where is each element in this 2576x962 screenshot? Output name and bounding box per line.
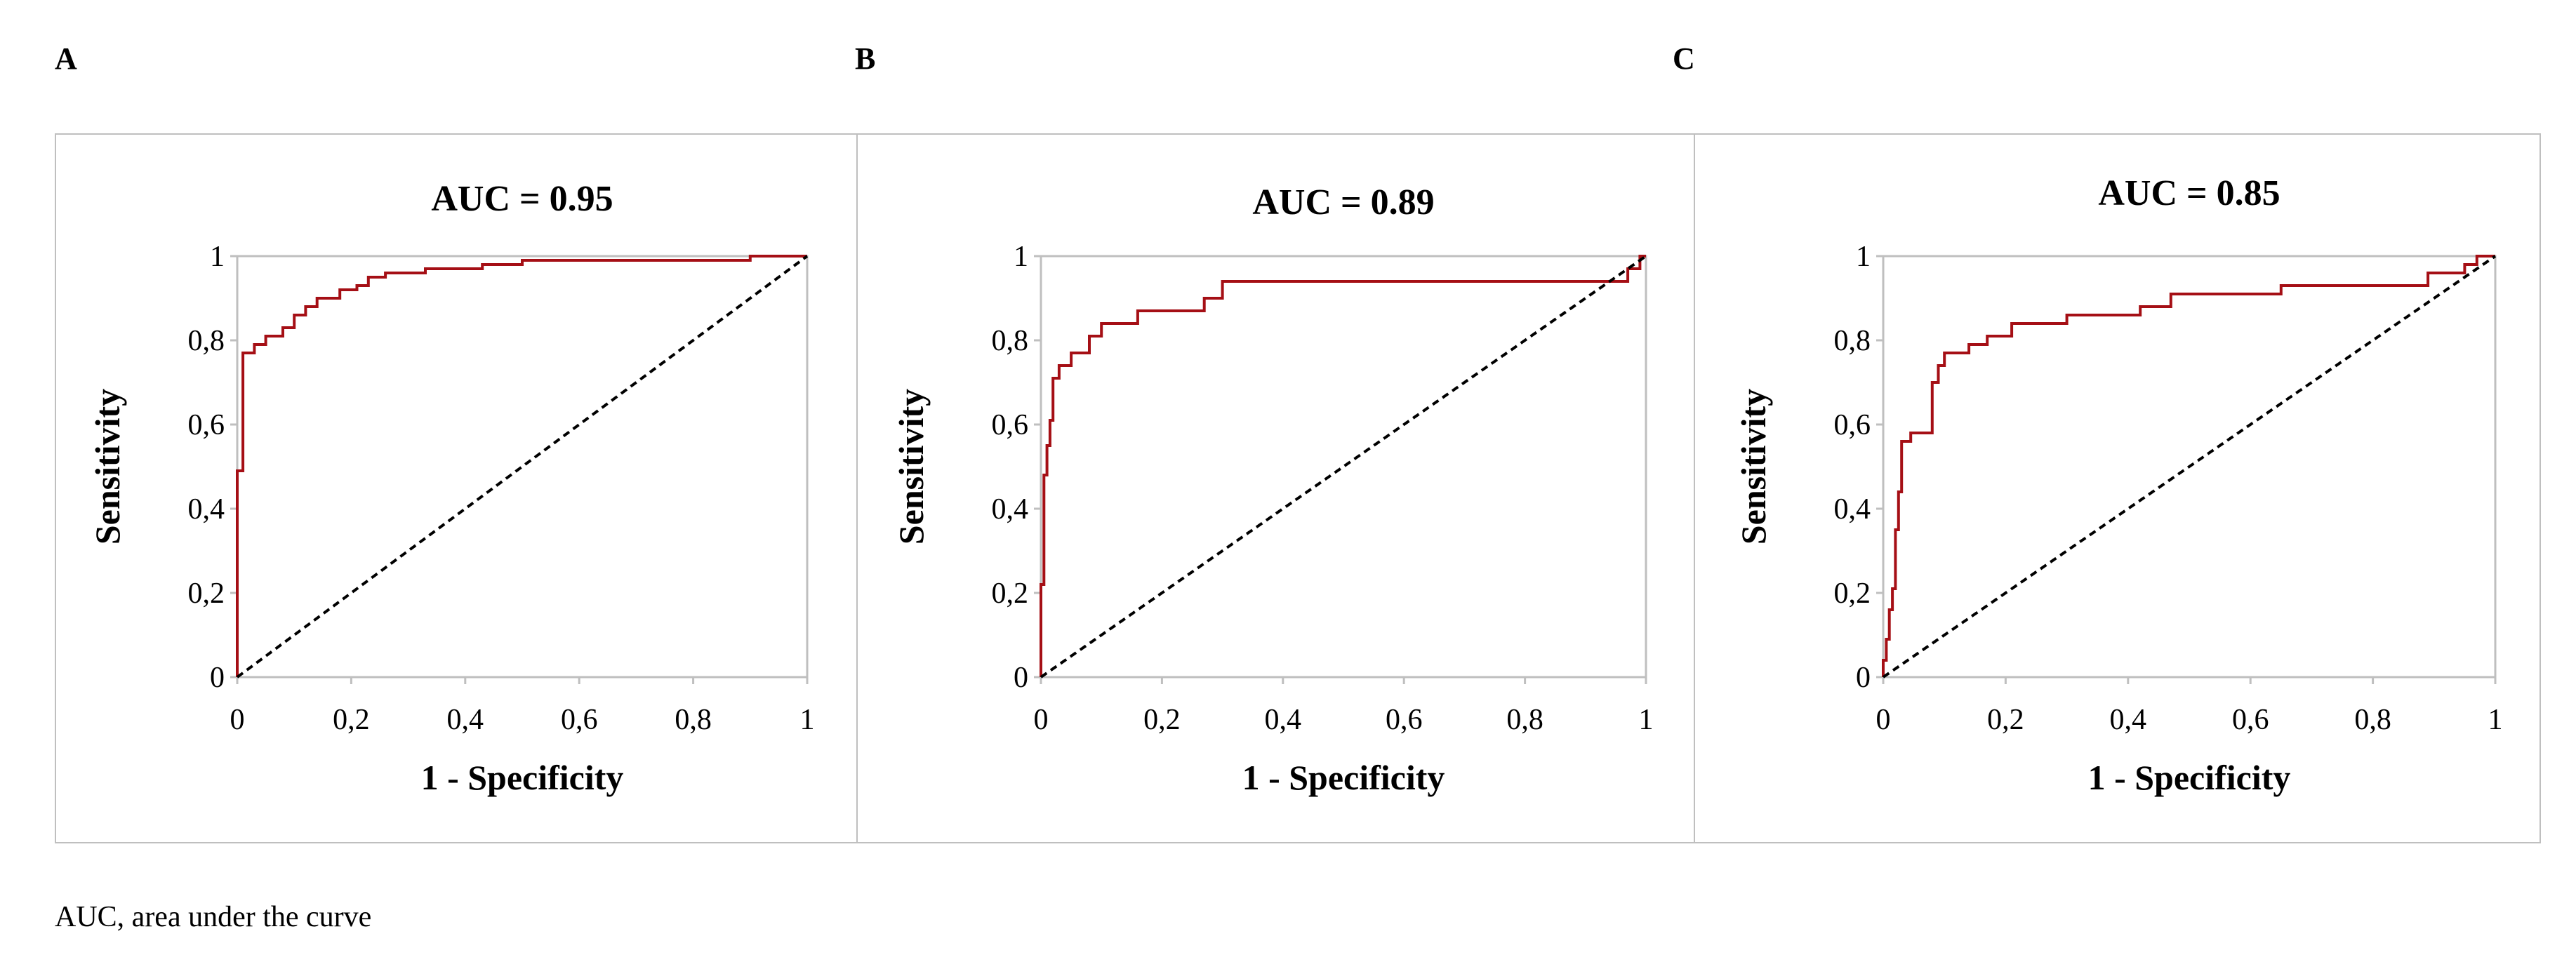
x-tick-label: 0,2 bbox=[333, 704, 370, 736]
x-tick-label: 0,4 bbox=[1265, 704, 1302, 736]
y-tick-label: 0,8 bbox=[992, 325, 1029, 357]
y-tick-label: 0,8 bbox=[188, 325, 225, 357]
y-tick-label: 0,6 bbox=[1834, 409, 1871, 441]
roc-curve-line bbox=[236, 255, 807, 677]
x-tick-label: 0 bbox=[1034, 704, 1049, 736]
roc-chart-a: AUC = 0.95 0 0,2 0,4 0,6 0,8 1 0 0,2 0,4 0,6 0,8 1 1 … bbox=[88, 179, 815, 797]
x-tick-label: 1 bbox=[2488, 704, 2503, 736]
x-tick-label: 0,8 bbox=[1506, 704, 1543, 736]
x-tick-label: 0,8 bbox=[2354, 704, 2391, 736]
plot-area bbox=[1882, 255, 2497, 679]
y-tick-label: 1 bbox=[1014, 241, 1028, 273]
y-tick-label: 0,4 bbox=[992, 493, 1029, 526]
panel-divider bbox=[1694, 135, 1695, 842]
chart-title: AUC = 0.95 bbox=[431, 179, 613, 219]
x-axis-title: 1 - Specificity bbox=[1242, 758, 1445, 797]
x-tick-label: 0,2 bbox=[1143, 704, 1181, 736]
y-axis-title: Sensitivity bbox=[88, 389, 127, 545]
figure-frame bbox=[55, 133, 2541, 843]
x-axis-title: 1 - Specificity bbox=[421, 758, 624, 797]
y-tick-label: 0 bbox=[1014, 662, 1028, 694]
x-tick-label: 0,8 bbox=[675, 704, 712, 736]
x-tick-label: 0,6 bbox=[1386, 704, 1423, 736]
y-tick-label: 0 bbox=[210, 662, 225, 694]
chart-title: AUC = 0.89 bbox=[1252, 182, 1434, 222]
x-tick-label: 0,4 bbox=[447, 704, 484, 736]
y-axis-title: Sensitivity bbox=[891, 389, 931, 545]
y-axis-title: Sensitivity bbox=[1734, 389, 1773, 545]
panel-divider bbox=[856, 135, 858, 842]
x-tick-label: 0,4 bbox=[2110, 704, 2147, 736]
y-tick-label: 0,6 bbox=[992, 409, 1029, 441]
x-axis-title: 1 - Specificity bbox=[2088, 758, 2291, 797]
x-tick-label: 0,2 bbox=[1987, 704, 2024, 736]
x-tick-label: 1 bbox=[800, 704, 815, 736]
reference-diagonal-line bbox=[236, 255, 809, 679]
reference-diagonal-line bbox=[1882, 255, 2497, 679]
x-tick-label: 0,6 bbox=[561, 704, 598, 736]
chart-title: AUC = 0.85 bbox=[2098, 173, 2280, 213]
roc-chart-b: AUC = 0.89 0 0,2 0,4 0,6 0,8 1 0 0,2 0,4 0,6 0,8 1 1 … bbox=[891, 182, 1654, 797]
y-tick-label: 1 bbox=[210, 241, 225, 273]
y-tick-label: 0,2 bbox=[188, 577, 225, 610]
panel-letter-b: B bbox=[855, 41, 876, 76]
roc-chart-c: AUC = 0.85 0 0,2 0,4 0,6 0,8 1 0 0,2 0,4 0,6 0,8 1 1 … bbox=[1734, 173, 2503, 797]
y-tick-label: 0,2 bbox=[1834, 577, 1871, 610]
x-tick-label: 0 bbox=[230, 704, 245, 736]
panel-letter-a: A bbox=[55, 41, 77, 76]
y-tick-label: 1 bbox=[1856, 241, 1871, 273]
roc-curve-line bbox=[1040, 255, 1646, 677]
plot-area bbox=[1040, 255, 1647, 679]
figure-caption: AUC, area under the curve bbox=[55, 901, 372, 933]
panel-letter-c: C bbox=[1673, 41, 1695, 76]
x-tick-label: 0,6 bbox=[2232, 704, 2269, 736]
y-tick-label: 0,8 bbox=[1834, 325, 1871, 357]
reference-diagonal-line bbox=[1040, 255, 1647, 679]
y-tick-label: 0 bbox=[1856, 662, 1871, 694]
y-tick-label: 0,6 bbox=[188, 409, 225, 441]
x-tick-label: 1 bbox=[1639, 704, 1654, 736]
roc-curve-line bbox=[1882, 255, 2495, 677]
y-tick-label: 0,4 bbox=[1834, 493, 1871, 526]
y-tick-label: 0,4 bbox=[188, 493, 225, 526]
x-tick-label: 0 bbox=[1876, 704, 1891, 736]
y-tick-label: 0,2 bbox=[992, 577, 1029, 610]
plot-area bbox=[236, 255, 809, 679]
